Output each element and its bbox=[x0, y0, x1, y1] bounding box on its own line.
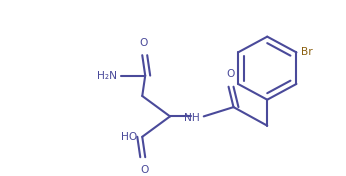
Text: O: O bbox=[226, 69, 235, 79]
Text: HO: HO bbox=[121, 132, 137, 142]
Text: O: O bbox=[140, 165, 148, 175]
Text: O: O bbox=[139, 38, 147, 48]
Text: Br: Br bbox=[301, 47, 313, 57]
Text: H₂N: H₂N bbox=[98, 71, 117, 81]
Text: NH: NH bbox=[184, 113, 200, 123]
